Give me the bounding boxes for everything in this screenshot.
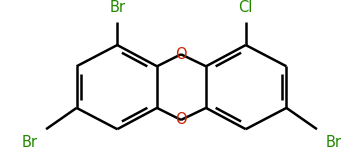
Text: O: O	[175, 47, 187, 62]
Text: O: O	[175, 112, 187, 127]
Text: Br: Br	[109, 1, 125, 15]
Text: Cl: Cl	[238, 1, 253, 15]
Text: Br: Br	[22, 135, 38, 150]
Text: Br: Br	[325, 135, 341, 150]
